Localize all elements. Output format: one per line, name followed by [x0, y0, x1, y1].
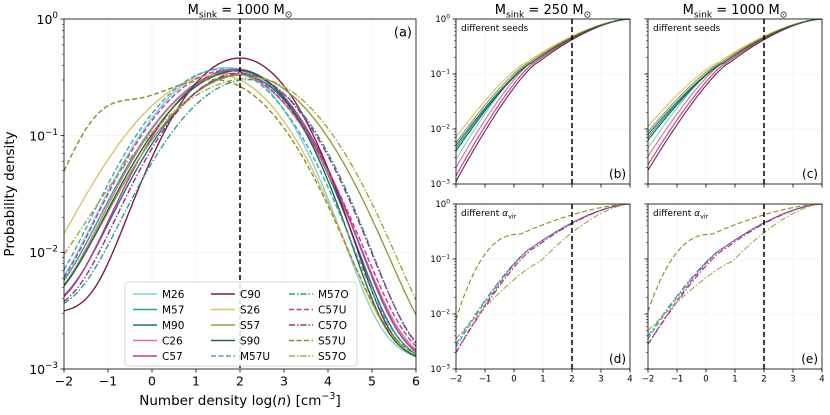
panel-label: (d) [609, 352, 626, 366]
y-tick-label: 10−1 [430, 68, 450, 80]
series-line-C57U [456, 204, 630, 353]
panel-title: Msink = 250 M⊙ [495, 3, 591, 20]
series-line-M57O [64, 78, 416, 344]
panel-d: −2 −1 0 1 2 3 4 10−3 10−2 10−1 100 (d) different αvi… [430, 198, 632, 384]
legend-label-M90: M90 [162, 320, 184, 332]
legend-label-M57: M57 [162, 305, 184, 317]
legend-label-S57: S57 [240, 320, 260, 332]
y-tick-label: 100 [435, 13, 450, 25]
legend-label-S90: S90 [240, 336, 260, 348]
series-line-S57U [64, 78, 416, 356]
x-tick-label: 0 [148, 374, 156, 389]
series-line-M57U [64, 68, 416, 355]
series-line-S57U [456, 204, 630, 320]
panel-title: Msink = 1000 M⊙ [188, 3, 293, 20]
panel-annotation: different seeds [653, 24, 721, 34]
x-tick-label: 6 [412, 374, 420, 389]
x-tick-label: 4 [819, 375, 824, 385]
legend-label-S57U: S57U [318, 336, 346, 348]
series-line-C90 [648, 19, 822, 171]
y-tick-label: 100 [435, 198, 450, 210]
legend-label-M26: M26 [162, 289, 185, 301]
series-line-C90 [64, 57, 416, 357]
legend-label-C57U: C57U [318, 305, 346, 317]
x-tick-label: 0 [511, 375, 516, 385]
legend-label-C57: C57 [162, 351, 183, 363]
series-line-C90 [456, 19, 630, 182]
x-tick-label: 3 [790, 375, 795, 385]
panel-label: (b) [609, 167, 626, 181]
x-tick-label: 1 [192, 374, 200, 389]
panel-annotation: different αvir [653, 209, 709, 221]
panel-b: 10−3 10−2 10−1 100 (b) Msink = 250 M⊙ differen… [430, 3, 631, 190]
legend-label-C57O: C57O [318, 320, 347, 332]
y-tick-label: 10−1 [430, 253, 450, 265]
x-tick-label: 5 [368, 374, 376, 389]
x-tick-label: 2 [236, 374, 244, 389]
y-tick-label: 10−3 [29, 361, 58, 377]
x-axis-label: Number density log(n) [cm−3] [139, 391, 340, 409]
panel-label: (c) [802, 167, 818, 181]
x-tick-label: −2 [450, 375, 463, 385]
series-line-S90 [456, 19, 630, 152]
legend-label-S26: S26 [240, 305, 260, 317]
y-tick-label: 100 [37, 11, 58, 27]
x-tick-label: 0 [703, 375, 708, 385]
x-tick-label: −1 [671, 375, 684, 385]
series-line-S57U [648, 204, 822, 312]
y-axis-label: Probability density [2, 131, 18, 256]
panel-annotation: different αvir [461, 209, 517, 221]
panel-e: −2 −1 0 1 2 3 4(e) different αvir [642, 203, 825, 385]
y-tick-label: 10−3 [430, 178, 450, 190]
legend-label-M57O: M57O [318, 289, 349, 301]
y-tick-label: 10−1 [29, 128, 58, 144]
x-tick-label: −1 [99, 374, 117, 389]
series-line-S57O [456, 204, 630, 340]
panel-annotation: different seeds [461, 24, 529, 34]
legend-label-C90: C90 [240, 289, 261, 301]
x-tick-label: 2 [761, 375, 766, 385]
x-tick-label: 4 [627, 375, 632, 385]
x-tick-label: 3 [280, 374, 288, 389]
legend-label-C26: C26 [162, 336, 183, 348]
x-tick-label: 2 [569, 375, 574, 385]
series-line-C57O [648, 204, 822, 345]
x-tick-label: 4 [324, 374, 332, 389]
x-tick-label: 3 [598, 375, 603, 385]
panel-label: (e) [801, 352, 818, 366]
y-tick-label: 10−2 [430, 123, 450, 135]
series-line-C57U [64, 69, 416, 347]
panel-title: Msink = 1000 M⊙ [683, 3, 788, 20]
legend-label-S57O: S57O [318, 351, 346, 363]
series-line-S57 [64, 74, 416, 316]
y-tick-label: 10−2 [29, 244, 58, 260]
x-tick-label: −1 [479, 375, 492, 385]
x-tick-label: −2 [642, 375, 655, 385]
series-line-C57U [648, 204, 822, 345]
y-tick-label: 10−2 [430, 308, 450, 320]
panel-a: −2 −1 0 1 2 3 4 5 6 10−3 10−2 10−1 100 (a) Msink = 100… [2, 3, 420, 409]
x-tick-label: −2 [55, 374, 73, 389]
panel-label: (a) [394, 26, 412, 41]
panel-c: (c) Msink = 1000 M⊙ different seeds [644, 3, 823, 188]
series-line-S57O [648, 204, 822, 331]
legend: M26 M57 M90 C26 C57 C90 S26 S57 S90 M57U M57O C57U C… [124, 281, 358, 367]
y-tick-label: 10−3 [430, 363, 450, 375]
x-tick-label: 1 [540, 375, 545, 385]
legend-label-M57U: M57U [240, 351, 270, 363]
series-line-S90 [648, 19, 822, 141]
x-tick-label: 1 [732, 375, 737, 385]
legend-box [124, 281, 358, 367]
